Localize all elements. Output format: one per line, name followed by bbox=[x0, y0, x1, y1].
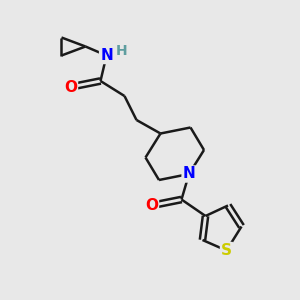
Text: N: N bbox=[100, 48, 113, 63]
Text: S: S bbox=[221, 243, 232, 258]
Text: O: O bbox=[64, 80, 77, 94]
Text: O: O bbox=[145, 198, 158, 213]
Text: N: N bbox=[183, 167, 195, 182]
Text: H: H bbox=[116, 44, 127, 58]
